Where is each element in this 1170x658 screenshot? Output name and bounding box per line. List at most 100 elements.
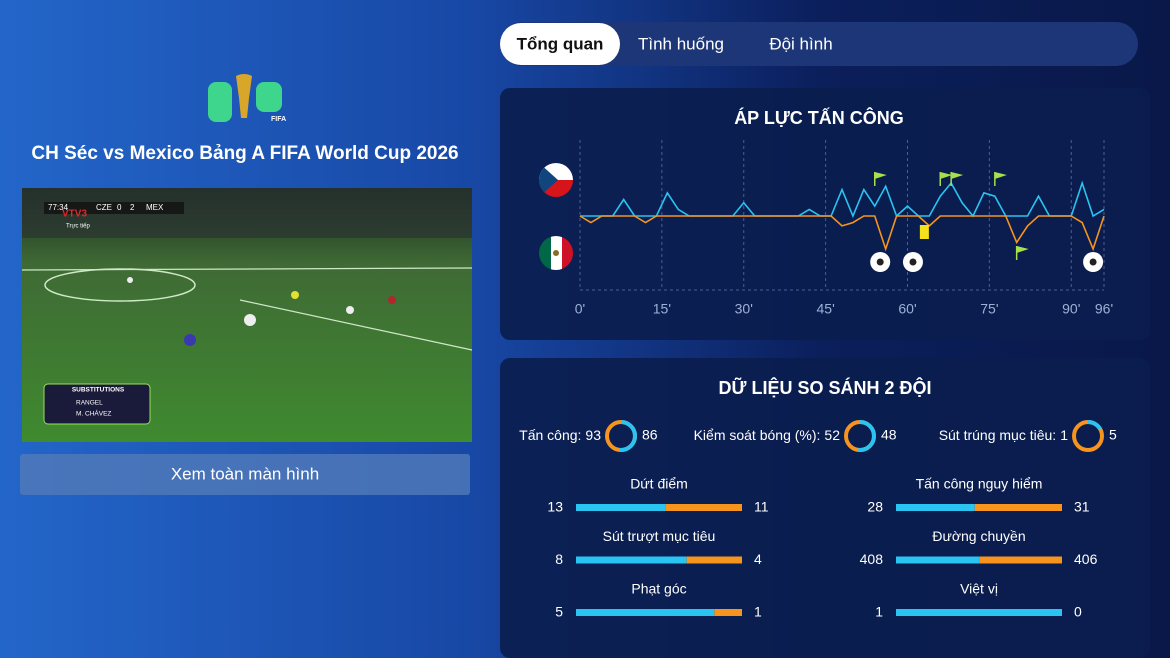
bar-home [896, 609, 1062, 616]
fullscreen-label[interactable]: Xem toàn màn hình [171, 464, 319, 483]
tab[interactable]: Tình huống [638, 34, 724, 53]
comparison-title: DỮ LIỆU SO SÁNH 2 ĐỘI [719, 377, 932, 398]
flag [994, 172, 1007, 179]
away-score: 2 [130, 203, 135, 212]
home-score: 0 [117, 203, 122, 212]
sub-in: RANGEL [76, 400, 103, 407]
fullscreen-button[interactable] [20, 454, 470, 495]
stat-home: 1 [875, 604, 883, 620]
stat-home: 28 [867, 499, 883, 515]
ring-label: Kiểm soát bóng (%): 52 [694, 427, 841, 443]
bar-away [686, 556, 742, 564]
stat-label: Đường chuyền [932, 528, 1025, 544]
corner-marker [939, 172, 953, 186]
tab[interactable]: Đội hình [769, 34, 832, 53]
bar-away [665, 504, 742, 511]
stat-label: Dứt điểm [630, 476, 688, 492]
ring-home-value: 1 [1060, 427, 1068, 443]
ring-label-text: Sút trúng mục tiêu: [939, 427, 1057, 443]
stat-away: 0 [1074, 604, 1082, 620]
goal-marker [1083, 252, 1104, 272]
stat-away: 406 [1074, 551, 1098, 567]
card-marker [919, 225, 929, 239]
ring-away-value: 48 [881, 427, 897, 443]
stat-away: 1 [754, 604, 762, 620]
comparison-card [500, 358, 1150, 658]
corner-marker [1015, 246, 1029, 260]
players [127, 277, 396, 346]
flag [940, 172, 953, 179]
logo-text: FIFA [271, 116, 286, 123]
pressure-line [579, 215, 1105, 252]
channel: VTV3 [62, 209, 87, 220]
ring-label: Tấn công: 93 [519, 427, 601, 443]
sub-out: M. CHÁVEZ [76, 409, 111, 418]
pressure-chart: 0' 15' 30' 45' 60' 75' 90' 96' [575, 140, 1113, 317]
live-label: Trực tiếp [66, 224, 90, 230]
ring-home-value: 52 [824, 427, 840, 443]
corner-marker [950, 172, 964, 186]
stat-label: Phạt góc [631, 581, 686, 597]
video-player[interactable]: 77:34 CZE 0 2 MEX VTV3 Trực tiếp SUBSTIT… [21, 188, 473, 442]
chart-title: ÁP LỰC TẤN CÔNG [734, 107, 904, 128]
ring-label: Sút trúng mục tiêu: 1 [939, 427, 1069, 443]
stat-away: 4 [754, 551, 762, 567]
goal-marker [902, 252, 923, 272]
stat-label: Tấn công nguy hiểm [916, 476, 1043, 492]
comparison: Tấn công: 93 86 Kiểm soát bóng (%): 52 48 Sút … [519, 420, 1117, 620]
away-code: MEX [146, 203, 164, 212]
stat-label: Sút trượt mục tiêu [603, 528, 716, 544]
flag [951, 172, 964, 179]
tabs: Tổng quan Tình huống Đội hình [500, 23, 833, 65]
logo: FIFA [208, 74, 286, 123]
x-tick-label: 0' [575, 301, 585, 317]
ring-home [844, 420, 876, 452]
away-flag [539, 236, 573, 270]
ring-label-text: Kiểm soát bóng (%): [694, 427, 821, 443]
pressure-card [500, 88, 1150, 340]
x-tick-label: 60' [898, 301, 916, 317]
x-tick-label: 15' [653, 301, 671, 317]
tab-bar [500, 22, 1138, 66]
match-title: CH Séc vs Mexico Bảng A FIFA World Cup 2… [31, 143, 458, 164]
bar-away [979, 556, 1062, 564]
stat-home: 408 [860, 551, 884, 567]
corner-marker [994, 172, 1007, 186]
stat-away: 31 [1074, 499, 1090, 515]
flag [1016, 246, 1029, 253]
bar-home [896, 556, 980, 564]
ring-home [1072, 420, 1104, 452]
stat-home: 13 [547, 499, 563, 515]
tab[interactable]: Tổng quan [517, 34, 604, 53]
flag [874, 172, 887, 179]
pressure-line [580, 180, 1105, 219]
ball-patch [1089, 258, 1097, 266]
ring-away-value: 86 [642, 427, 658, 443]
goal-marker [870, 252, 891, 272]
tab-active [500, 23, 620, 65]
pitch-line [21, 267, 473, 271]
x-tick-label: 30' [735, 301, 753, 317]
x-tick-label: 96' [1095, 301, 1113, 317]
stat-home: 5 [555, 604, 563, 620]
bar-home [576, 504, 666, 511]
bar-away [974, 504, 1062, 511]
stat-away: 11 [754, 499, 769, 515]
bar-away [714, 609, 742, 616]
home-flag [539, 163, 573, 197]
bar-home [576, 609, 715, 616]
ring-home [605, 420, 637, 452]
bar-home [576, 556, 687, 564]
home-code: CZE [96, 203, 112, 212]
ball-patch [909, 258, 917, 266]
corner-marker [874, 172, 887, 186]
ring-label-text: Tấn công: [519, 427, 581, 443]
subs-title: SUBSTITUTIONS [72, 387, 125, 394]
x-tick-label: 75' [980, 301, 998, 317]
x-tick-label: 90' [1062, 301, 1080, 317]
ball-patch [876, 258, 884, 266]
stat-label: Việt vị [960, 581, 998, 597]
pitch-line [239, 299, 473, 351]
